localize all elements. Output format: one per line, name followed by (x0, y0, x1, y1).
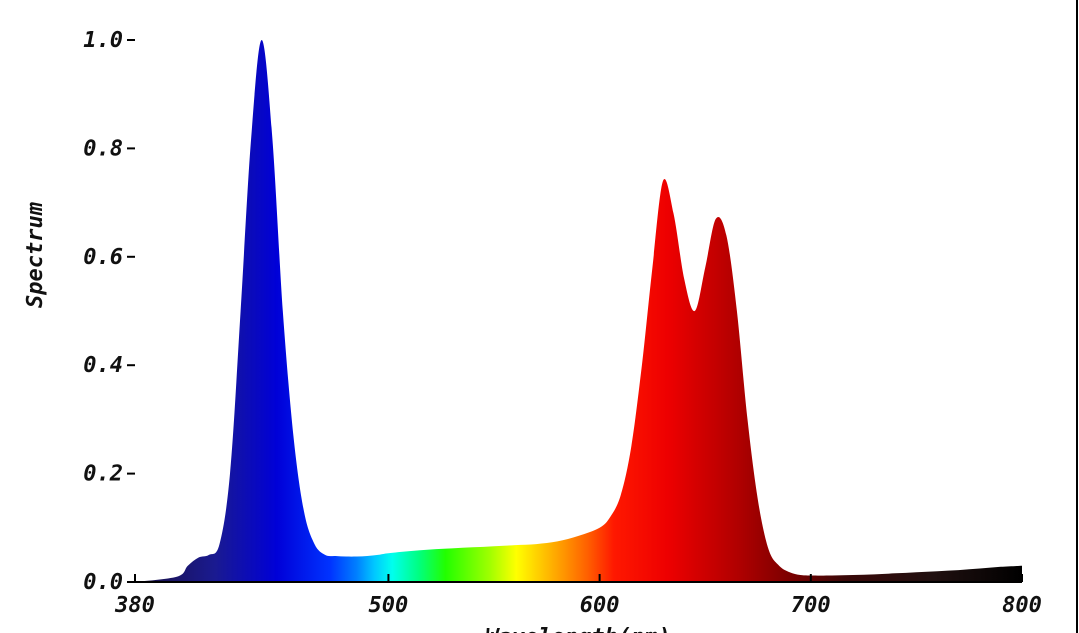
y-axis-title: Spectrum (23, 202, 48, 308)
x-axis-title: Wavelength(nm) (485, 625, 670, 633)
y-tick-label: 1.0 (83, 28, 123, 53)
y-axis-ticks: 0.0 0.2 0.4 0.6 0.8 1.0 (83, 28, 135, 595)
x-axis-ticks: 380 500 600 700 800 (114, 574, 1042, 618)
x-tick-label: 600 (580, 593, 620, 618)
y-tick-label: 0.4 (83, 353, 123, 378)
y-tick-label: 0.6 (83, 245, 123, 270)
y-tick-label: 0.0 (83, 570, 123, 595)
plot-area (135, 40, 1022, 582)
y-tick-label: 0.8 (83, 136, 123, 161)
x-tick-label: 700 (791, 593, 831, 618)
x-tick-label: 380 (114, 593, 155, 618)
x-tick-label: 500 (369, 593, 409, 618)
x-tick-label: 800 (1002, 593, 1042, 618)
y-tick-label: 0.2 (83, 462, 123, 487)
spectrum-area (135, 40, 1022, 582)
